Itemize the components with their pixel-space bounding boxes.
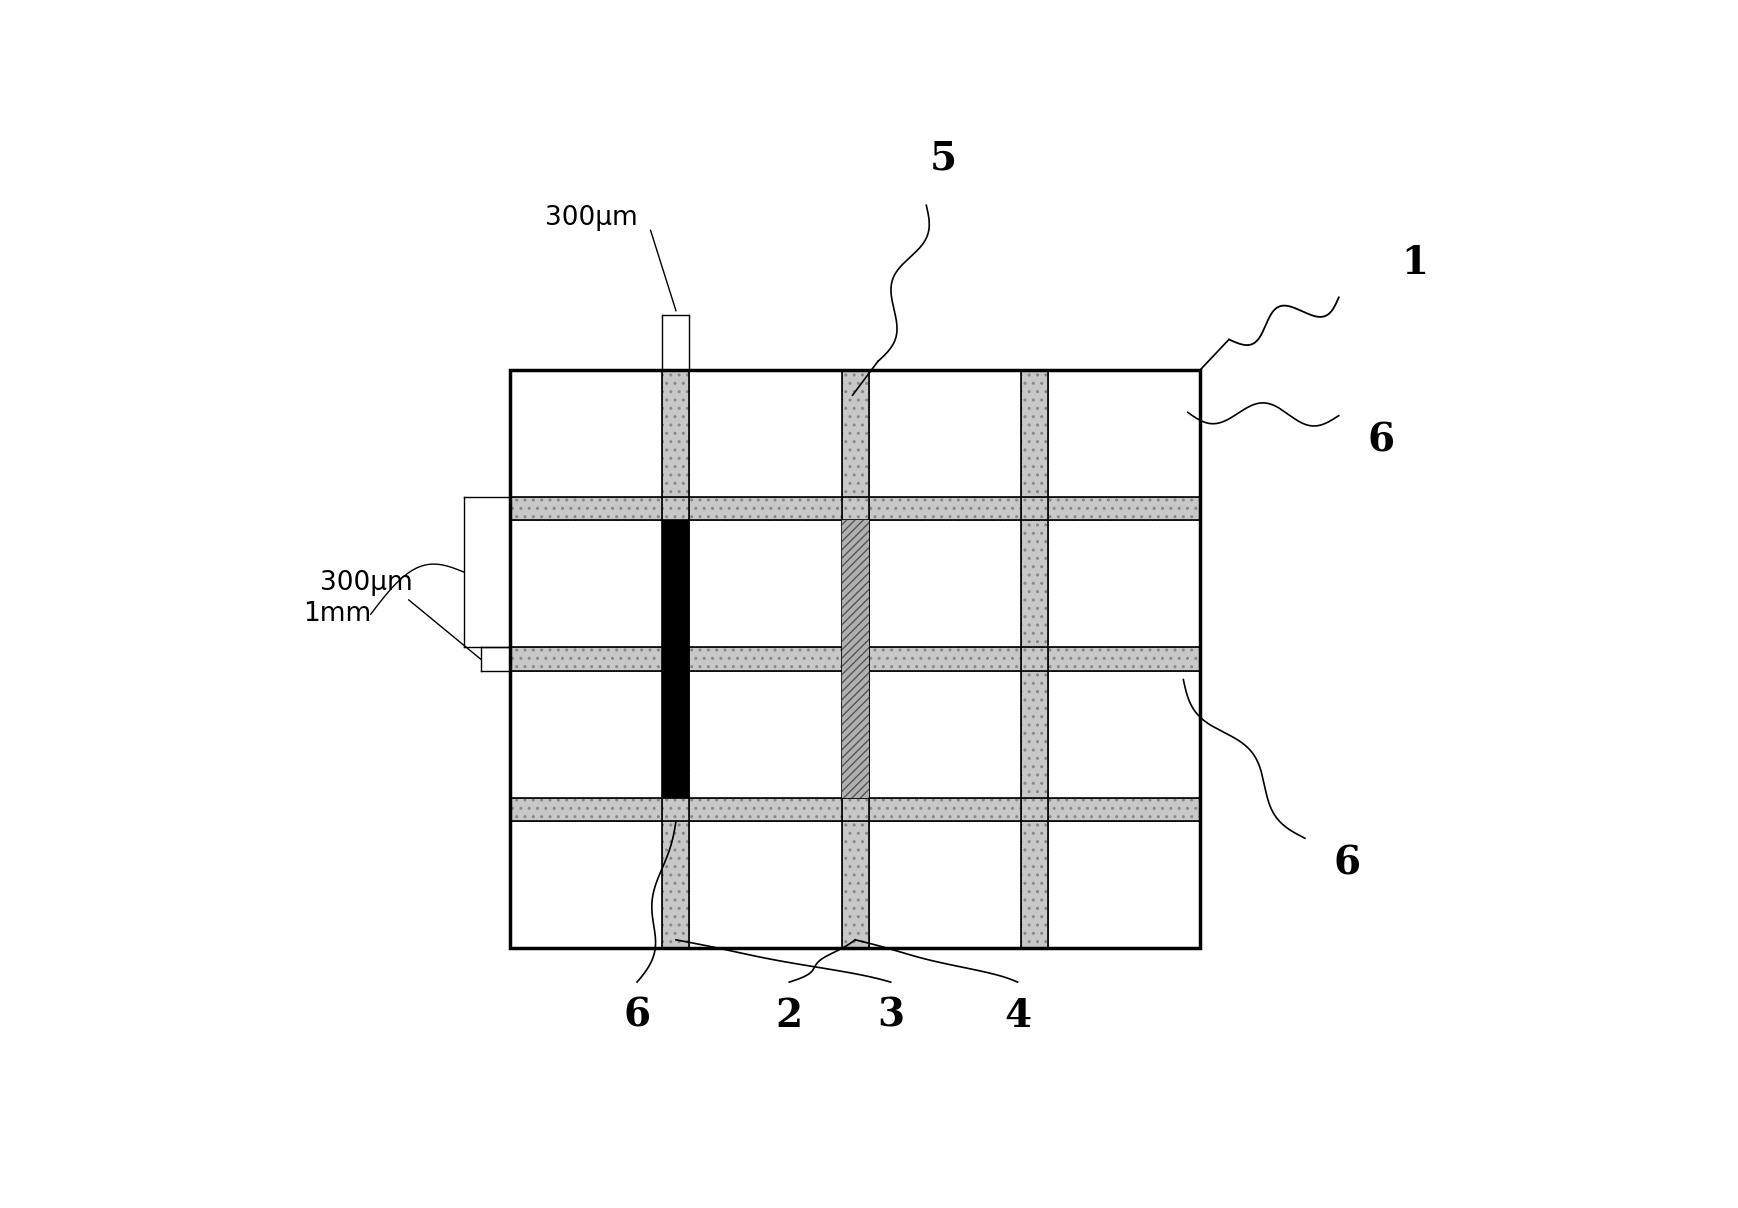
Text: 4: 4 [1005, 997, 1031, 1035]
Text: 1mm: 1mm [302, 602, 372, 627]
Bar [662, 370, 690, 948]
Text: 300μm: 300μm [320, 570, 412, 596]
Bar [1020, 370, 1048, 948]
Text: 3: 3 [878, 997, 904, 1035]
Bar [662, 521, 690, 797]
Text: 6: 6 [624, 997, 650, 1035]
Bar [841, 370, 869, 948]
Bar [511, 647, 1201, 670]
Text: 1: 1 [1401, 244, 1429, 283]
Bar [511, 496, 1201, 521]
Text: 6: 6 [1333, 844, 1361, 883]
Text: 5: 5 [930, 139, 956, 178]
Text: 300μm: 300μm [546, 204, 638, 231]
Bar [511, 797, 1201, 821]
Bar [511, 370, 1201, 948]
Bar [841, 521, 869, 797]
Text: 6: 6 [1368, 422, 1394, 460]
Text: 2: 2 [775, 997, 803, 1035]
Bar [511, 370, 1201, 948]
